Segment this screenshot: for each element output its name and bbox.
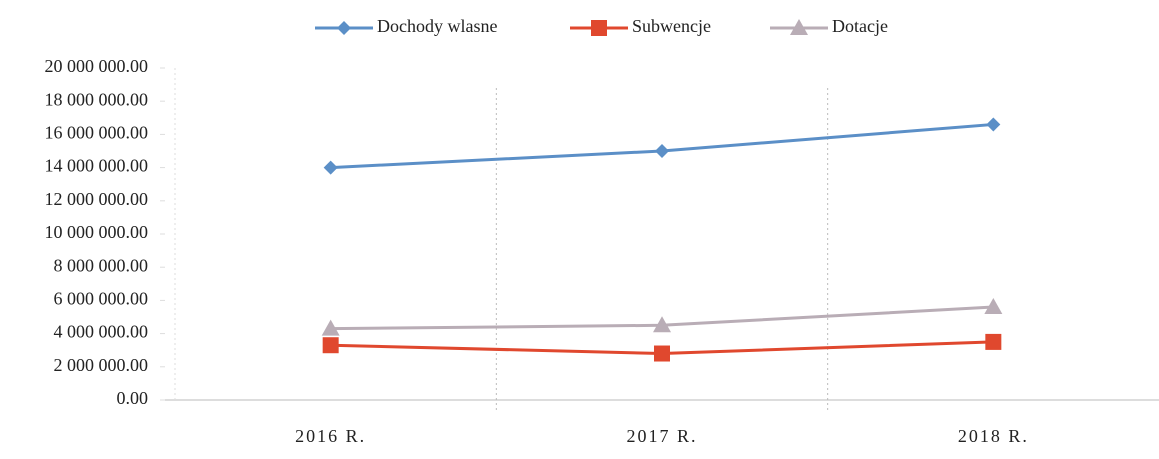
legend-label: Dochody wlasne xyxy=(377,16,497,36)
y-tick-label: 8 000 000.00 xyxy=(54,255,149,275)
point xyxy=(323,160,338,175)
y-tick-label: 0.00 xyxy=(117,388,149,408)
y-tick-label: 10 000 000.00 xyxy=(45,222,149,242)
legend-marker xyxy=(337,21,351,35)
y-tick-label: 4 000 000.00 xyxy=(54,322,149,342)
point xyxy=(322,337,339,354)
point xyxy=(985,333,1002,350)
y-tick-label: 2 000 000.00 xyxy=(54,355,149,375)
legend-label: Dotacje xyxy=(832,16,888,36)
y-tick-label: 12 000 000.00 xyxy=(45,189,149,209)
y-tick-label: 16 000 000.00 xyxy=(45,123,149,143)
x-tick-label: 2017 R. xyxy=(626,426,697,446)
x-tick-label: 2016 R. xyxy=(295,426,366,446)
legend-marker xyxy=(790,19,808,35)
point xyxy=(986,117,1001,132)
legend-marker xyxy=(591,20,607,36)
y-tick-label: 14 000 000.00 xyxy=(45,156,149,176)
y-tick-label: 6 000 000.00 xyxy=(54,289,149,309)
point xyxy=(653,316,671,333)
y-tick-label: 18 000 000.00 xyxy=(45,89,149,109)
legend-label: Subwencje xyxy=(632,16,711,36)
point xyxy=(655,144,669,158)
point xyxy=(654,345,670,362)
point xyxy=(984,298,1003,315)
x-tick-label: 2018 R. xyxy=(958,426,1029,446)
point xyxy=(321,319,340,336)
y-tick-label: 20 000 000.00 xyxy=(45,56,149,76)
